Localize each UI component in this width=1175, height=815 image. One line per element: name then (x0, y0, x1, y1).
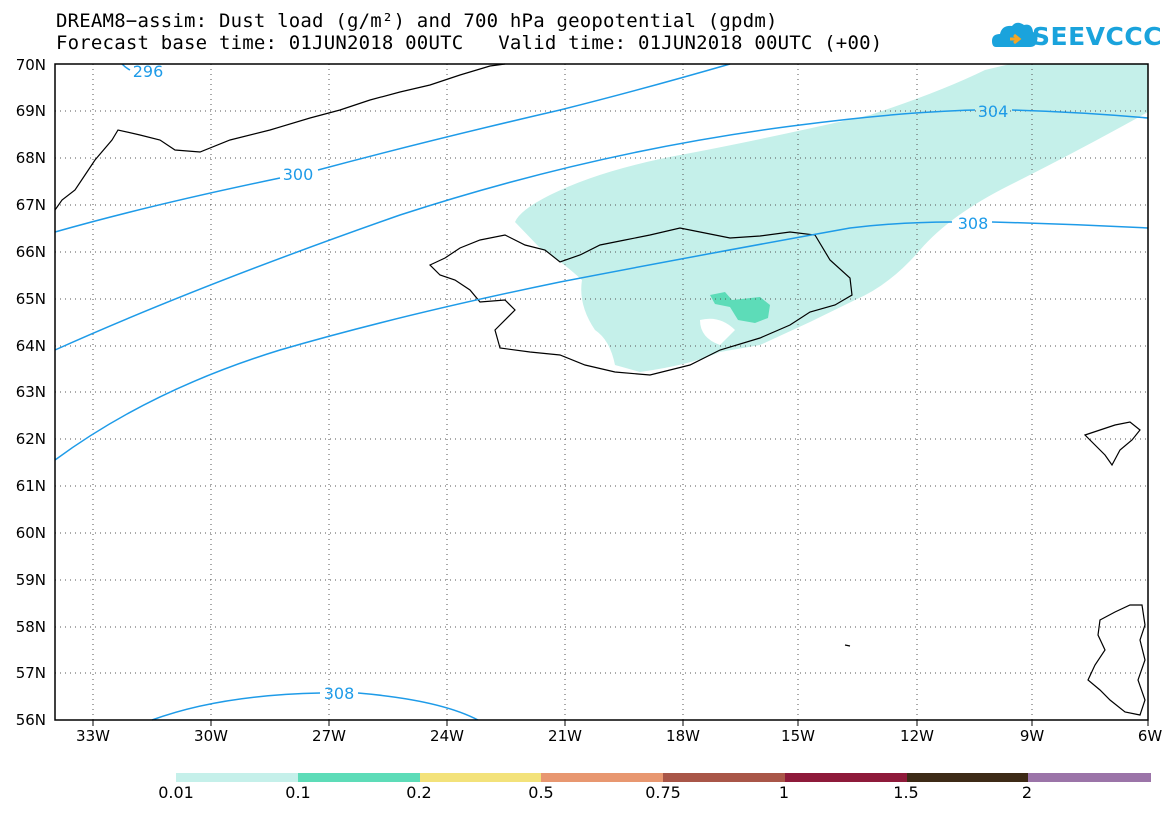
lon-label: 12W (900, 727, 934, 745)
colorbar-segment (784, 773, 907, 782)
lat-label: 62N (15, 430, 46, 448)
map-frame (54, 63, 1149, 721)
lat-label: 58N (15, 618, 46, 636)
lon-label: 15W (781, 727, 815, 745)
lat-label: 60N (15, 524, 46, 542)
lon-label: 24W (430, 727, 464, 745)
lat-label: 56N (15, 711, 46, 729)
colorbar-segment (663, 773, 786, 782)
lon-label: 33W (76, 727, 110, 745)
colorbar-label: 0.1 (285, 783, 311, 802)
contour-296 (121, 63, 131, 71)
lat-label: 67N (15, 196, 46, 214)
colorbar-label: 0.2 (406, 783, 432, 802)
colorbar-label: 1 (778, 783, 790, 802)
chart-title: DREAM8−assim: Dust load (g/m²) and 700 h… (56, 10, 778, 32)
colorbar-segment (297, 773, 420, 782)
contour-label-308-south: 308 (324, 684, 355, 703)
contour-label-300: 300 (283, 165, 314, 184)
lon-label: 27W (312, 727, 346, 745)
contour-304 (54, 109, 1149, 351)
chart-subtitle: Forecast base time: 01JUN2018 00UTC Vali… (56, 32, 883, 54)
lat-label: 65N (15, 290, 46, 308)
contour-label-304: 304 (978, 102, 1009, 121)
brand-name: SEEVCCC (1032, 22, 1163, 51)
colorbar-label: 0.01 (158, 783, 194, 802)
lat-label: 59N (15, 571, 46, 589)
cloud-logo-icon (992, 22, 1038, 47)
colorbar-label: 2 (1021, 783, 1033, 802)
contour-308-north (54, 221, 1149, 461)
contour-300 (54, 63, 731, 233)
contour-label-308-north: 308 (958, 214, 989, 233)
scotland-coast (1087, 604, 1146, 716)
colorbar-segment (1028, 773, 1151, 782)
colorbar-segment (176, 773, 299, 782)
geopotential-contours (54, 63, 1149, 721)
lat-label: 63N (15, 383, 46, 401)
coastlines (54, 63, 1146, 716)
lon-label: 30W (194, 727, 228, 745)
faroe-islands-coast (1083, 421, 1141, 467)
lat-label: 61N (15, 477, 46, 495)
colorbar-segment (906, 773, 1029, 782)
contour-308-south (151, 692, 479, 721)
colorbar-segment (419, 773, 542, 782)
lon-label: 6W (1137, 727, 1163, 745)
colorbar-label: 0.5 (528, 783, 554, 802)
lat-label: 70N (15, 56, 46, 74)
lat-label: 66N (15, 243, 46, 261)
lon-label: 21W (548, 727, 582, 745)
lat-label: 64N (15, 337, 46, 355)
lon-label: 18W (666, 727, 700, 745)
axis-ticks (92, 720, 1149, 726)
lat-label: 68N (15, 149, 46, 167)
lat-label: 69N (15, 102, 46, 120)
iceland-coast (428, 227, 853, 376)
colorbar-label: 1.5 (893, 783, 919, 802)
greenland-coast (54, 63, 506, 211)
dust-plume (515, 64, 1148, 372)
colorbar-label: 0.75 (645, 783, 681, 802)
colorbar-segment (541, 773, 664, 782)
contour-label-296: 296 (133, 62, 164, 81)
lat-label: 57N (15, 664, 46, 682)
lon-label: 9W (1019, 727, 1045, 745)
